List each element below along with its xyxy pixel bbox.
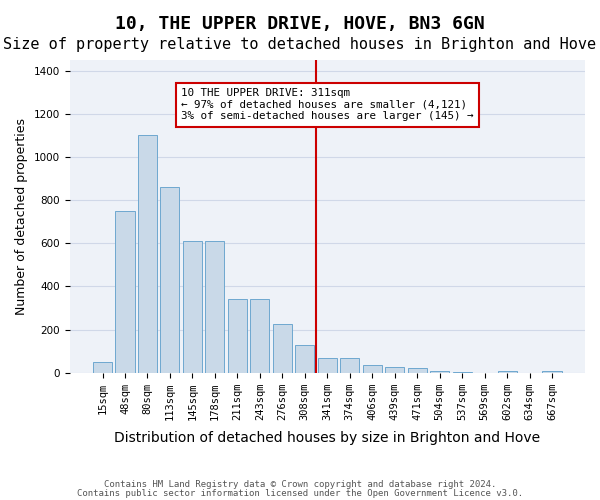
Text: Contains public sector information licensed under the Open Government Licence v3: Contains public sector information licen… [77, 488, 523, 498]
Bar [430, 370, 449, 372]
Bar [295, 344, 314, 372]
Bar [93, 362, 112, 372]
Y-axis label: Number of detached properties: Number of detached properties [15, 118, 28, 315]
Text: Size of property relative to detached houses in Brighton and Hove: Size of property relative to detached ho… [4, 38, 596, 52]
Bar [318, 358, 337, 372]
Text: Contains HM Land Registry data © Crown copyright and database right 2024.: Contains HM Land Registry data © Crown c… [104, 480, 496, 489]
Bar [250, 300, 269, 372]
X-axis label: Distribution of detached houses by size in Brighton and Hove: Distribution of detached houses by size … [114, 431, 541, 445]
Bar [115, 211, 134, 372]
Bar [385, 368, 404, 372]
Bar [228, 300, 247, 372]
Bar [205, 241, 224, 372]
Bar [362, 365, 382, 372]
Bar [497, 370, 517, 372]
Text: 10 THE UPPER DRIVE: 311sqm
← 97% of detached houses are smaller (4,121)
3% of se: 10 THE UPPER DRIVE: 311sqm ← 97% of deta… [181, 88, 473, 121]
Bar [160, 187, 179, 372]
Bar [183, 241, 202, 372]
Bar [542, 370, 562, 372]
Text: 10, THE UPPER DRIVE, HOVE, BN3 6GN: 10, THE UPPER DRIVE, HOVE, BN3 6GN [115, 15, 485, 33]
Bar [138, 136, 157, 372]
Bar [273, 324, 292, 372]
Bar [340, 358, 359, 372]
Bar [407, 368, 427, 372]
